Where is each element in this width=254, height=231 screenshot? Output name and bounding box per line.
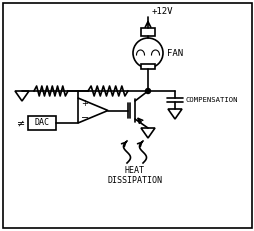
Text: +: + xyxy=(81,98,88,107)
Text: −: − xyxy=(81,113,89,123)
Circle shape xyxy=(145,88,150,94)
Text: ≠: ≠ xyxy=(17,118,25,128)
Text: DAC: DAC xyxy=(34,119,49,128)
Text: FAN: FAN xyxy=(166,49,182,58)
Bar xyxy=(140,64,154,69)
Text: +12V: +12V xyxy=(151,7,173,16)
Bar xyxy=(140,28,154,36)
Bar xyxy=(28,116,56,130)
Polygon shape xyxy=(78,98,108,123)
Polygon shape xyxy=(167,109,181,119)
Circle shape xyxy=(133,38,162,68)
Text: COMPENSATION: COMPENSATION xyxy=(185,97,237,103)
Polygon shape xyxy=(15,91,29,101)
Polygon shape xyxy=(140,128,154,138)
Text: HEAT
DISSIPATION: HEAT DISSIPATION xyxy=(107,166,162,185)
